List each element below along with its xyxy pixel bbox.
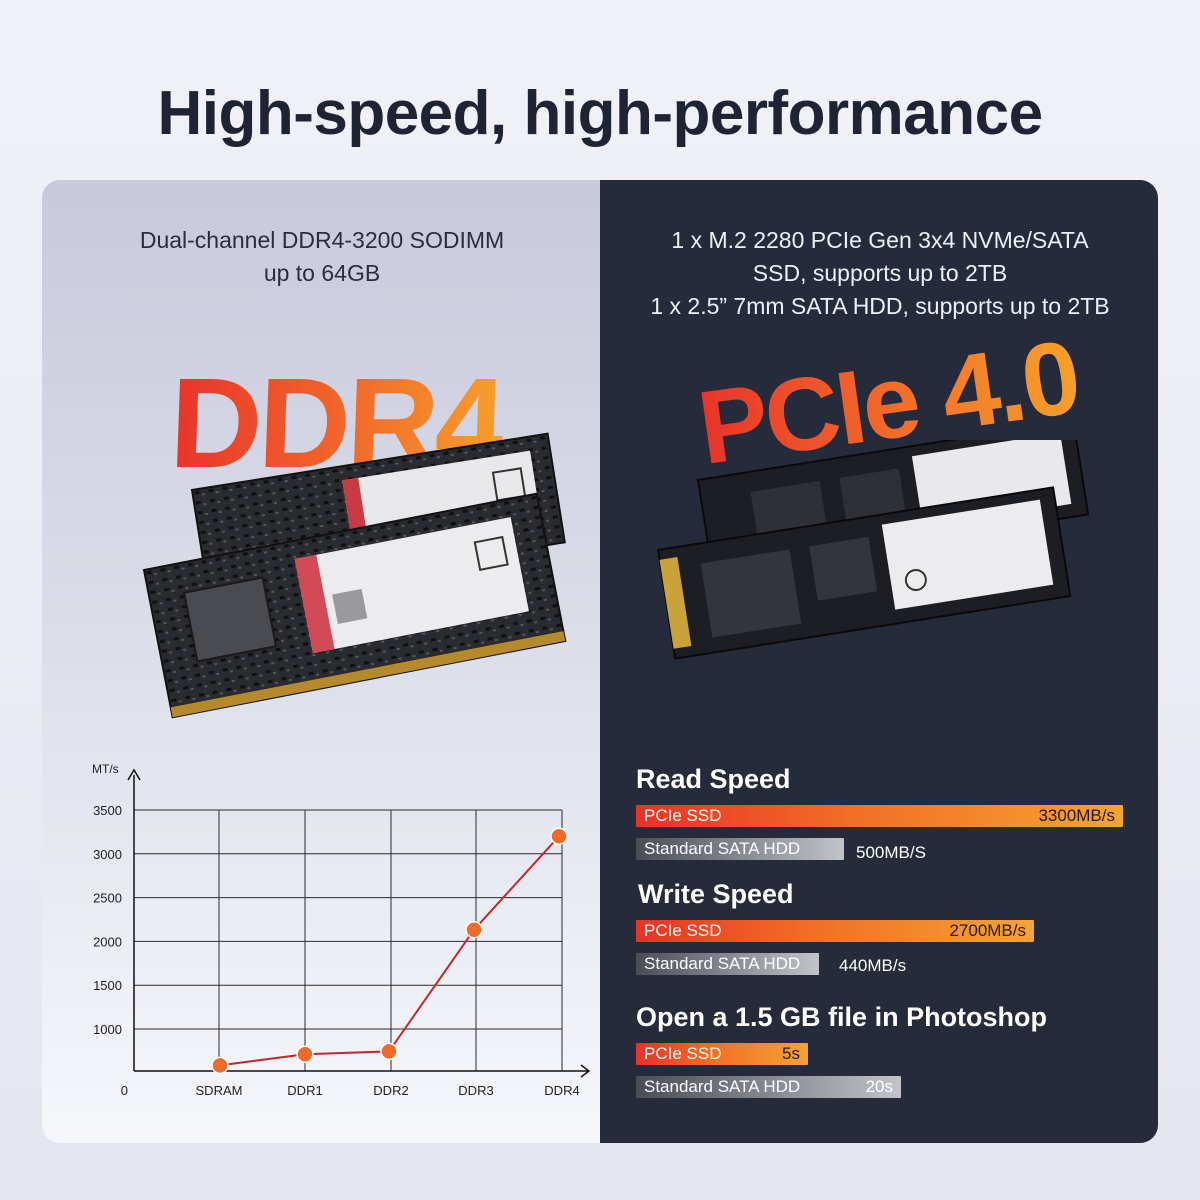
memory-description: Dual-channel DDR4-3200 SODIMM up to 64GB — [82, 224, 562, 290]
chart-x-tick-label: DDR4 — [544, 1083, 579, 1098]
chart-y-tick-label: 2000 — [93, 934, 122, 949]
read-hdd-value: 500MB/S — [856, 843, 926, 862]
read-ssd-bar: PCIe SSD 3300MB/s — [636, 805, 1123, 827]
photoshop-hdd-value: 20s — [865, 1077, 893, 1096]
ram-module-front — [142, 492, 567, 719]
storage-desc-line3: 1 x 2.5” 7mm SATA HDD, supports up to 2T… — [650, 293, 1110, 319]
storage-description: 1 x M.2 2280 PCIe Gen 3x4 NVMe/SATA SSD,… — [620, 224, 1140, 323]
chart-y-axis — [127, 768, 141, 1071]
chart-data-point — [465, 920, 483, 939]
read-hdd-bar: Standard SATA HDD — [636, 838, 844, 860]
memory-desc-line1: Dual-channel DDR4-3200 SODIMM — [139, 227, 505, 253]
read-ssd-value: 3300MB/s — [1038, 806, 1115, 825]
chart-y-tick-label: 1000 — [93, 1022, 122, 1037]
photoshop-hdd-bar: Standard SATA HDD 20s — [636, 1076, 901, 1098]
chart-y-tick-label: 3000 — [93, 847, 122, 862]
photoshop-title: Open a 1.5 GB file in Photoshop — [636, 1002, 1048, 1032]
photoshop-ssd-value: 5s — [782, 1044, 800, 1063]
write-ssd-bar: PCIe SSD 2700MB/s — [636, 920, 1034, 942]
chart-y-axis-label: MT/s — [92, 762, 119, 776]
chart-y-tick-label: 2500 — [93, 891, 122, 906]
write-hdd-value: 440MB/s — [839, 956, 907, 975]
chart-y-tick-label: 1500 — [93, 978, 122, 993]
chart-x-tick-label: DDR3 — [458, 1083, 493, 1098]
chart-data-point — [380, 1042, 398, 1061]
read-speed-title: Read Speed — [636, 764, 791, 794]
chart-x-tick-label: DDR1 — [287, 1083, 322, 1098]
photoshop-ssd-label: PCIe SSD — [644, 1044, 722, 1063]
write-ssd-label: PCIe SSD — [644, 921, 722, 940]
memory-section: Dual-channel DDR4-3200 SODIMM up to 64GB… — [42, 180, 600, 1143]
ssd-modules-illustration — [656, 440, 1090, 660]
write-ssd-value: 2700MB/s — [949, 921, 1026, 940]
chart-series-line — [219, 835, 560, 1067]
read-ssd-label: PCIe SSD — [644, 806, 722, 825]
write-hdd-bar: Standard SATA HDD — [636, 953, 819, 975]
chart-data-point — [550, 827, 568, 846]
headline: High-speed, high-performance — [157, 79, 1043, 148]
memory-speed-chart: MT/s 0 1000 1500 2000 2500 3000 3500 SDRAM DDR1… — [92, 762, 591, 1098]
storage-section: 1 x M.2 2280 PCIe Gen 3x4 NVMe/SATA SSD,… — [600, 180, 1158, 1143]
storage-desc-line2: SSD, supports up to 2TB — [752, 260, 1008, 286]
ram-modules-illustration — [142, 432, 567, 719]
chart-x-tick-label: DDR2 — [373, 1083, 408, 1098]
ssd-module-front — [656, 486, 1072, 660]
storage-desc-line1: 1 x M.2 2280 PCIe Gen 3x4 NVMe/SATA — [671, 227, 1089, 253]
chart-y-tick-label: 3500 — [93, 803, 122, 818]
chart-y-tick-label: 0 — [121, 1083, 128, 1098]
chart-data-point — [296, 1045, 314, 1063]
read-hdd-label: Standard SATA HDD — [644, 839, 801, 858]
chart-x-tick-label: SDRAM — [196, 1083, 243, 1098]
write-hdd-label: Standard SATA HDD — [644, 954, 801, 973]
photoshop-hdd-label: Standard SATA HDD — [644, 1077, 801, 1096]
feature-panel: Dual-channel DDR4-3200 SODIMM up to 64GB… — [42, 180, 1158, 1143]
chart-x-axis — [134, 1064, 591, 1078]
write-speed-title: Write Speed — [638, 879, 794, 909]
chart-data-point — [211, 1056, 229, 1075]
photoshop-ssd-bar: PCIe SSD 5s — [636, 1043, 808, 1065]
memory-desc-line2: up to 64GB — [263, 260, 381, 286]
